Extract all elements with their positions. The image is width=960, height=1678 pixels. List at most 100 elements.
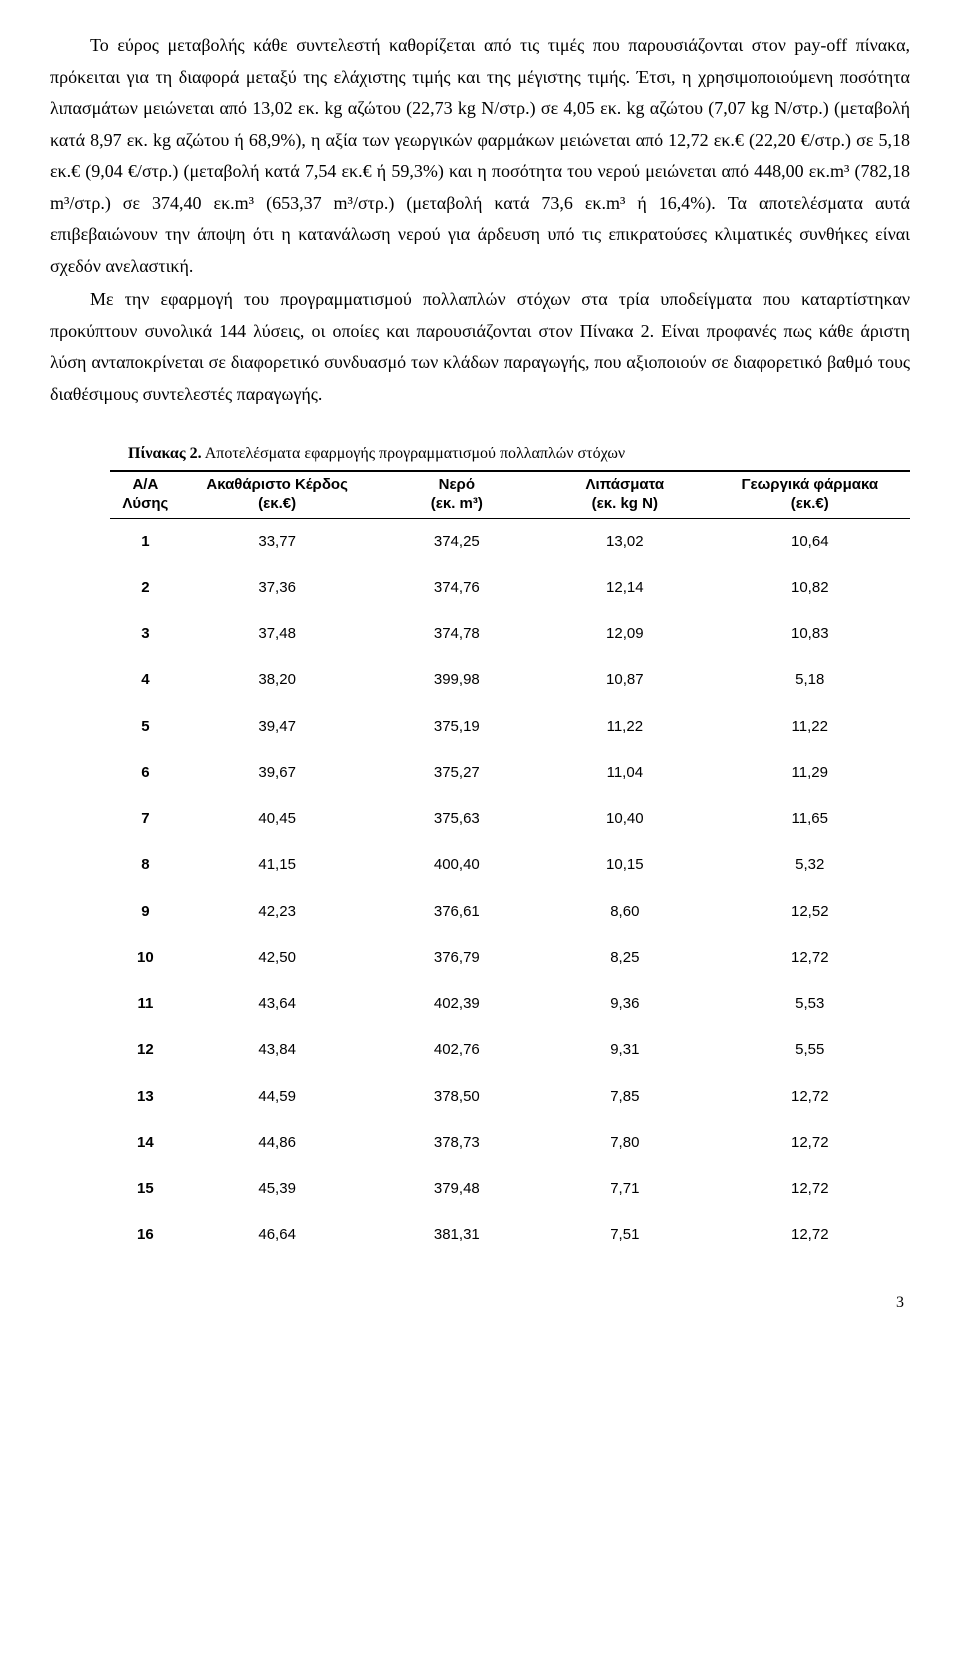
col-header-fertilizer: Λιπάσματα (εκ. kg N)	[540, 471, 709, 518]
data-cell: 44,86	[181, 1120, 374, 1166]
table-caption-rest: Αποτελέσματα εφαρμογής προγραμματισμού π…	[202, 445, 626, 462]
data-cell: 7,51	[540, 1212, 709, 1258]
table-row: 841,15400,4010,155,32	[110, 842, 910, 888]
row-id-cell: 9	[110, 889, 181, 935]
data-cell: 375,27	[374, 750, 541, 796]
data-cell: 10,87	[540, 657, 709, 703]
row-id-cell: 12	[110, 1027, 181, 1073]
data-cell: 38,20	[181, 657, 374, 703]
col-header-id-l1: Α/Α	[132, 476, 158, 493]
table-row: 337,48374,7812,0910,83	[110, 611, 910, 657]
data-cell: 40,45	[181, 796, 374, 842]
row-id-cell: 3	[110, 611, 181, 657]
row-id-cell: 4	[110, 657, 181, 703]
data-cell: 378,73	[374, 1120, 541, 1166]
row-id-cell: 6	[110, 750, 181, 796]
data-cell: 13,02	[540, 518, 709, 565]
data-cell: 43,84	[181, 1027, 374, 1073]
data-cell: 8,25	[540, 935, 709, 981]
data-cell: 44,59	[181, 1074, 374, 1120]
row-id-cell: 11	[110, 981, 181, 1027]
data-cell: 11,29	[710, 750, 910, 796]
data-cell: 379,48	[374, 1166, 541, 1212]
data-cell: 375,19	[374, 704, 541, 750]
col-header-water-l1: Νερό	[439, 476, 475, 493]
data-cell: 12,72	[710, 1120, 910, 1166]
data-cell: 8,60	[540, 889, 709, 935]
data-cell: 37,48	[181, 611, 374, 657]
col-header-pesticides-l1: Γεωργικά φάρμακα	[741, 476, 878, 493]
data-cell: 9,36	[540, 981, 709, 1027]
col-header-profit: Ακαθάριστο Κέρδος (εκ.€)	[181, 471, 374, 518]
row-id-cell: 14	[110, 1120, 181, 1166]
data-cell: 46,64	[181, 1212, 374, 1258]
data-cell: 10,40	[540, 796, 709, 842]
data-cell: 37,36	[181, 565, 374, 611]
col-header-pesticides-l2: (εκ.€)	[791, 495, 829, 512]
table-row: 539,47375,1911,2211,22	[110, 704, 910, 750]
table-row: 1444,86378,737,8012,72	[110, 1120, 910, 1166]
data-cell: 45,39	[181, 1166, 374, 1212]
data-cell: 375,63	[374, 796, 541, 842]
data-cell: 374,25	[374, 518, 541, 565]
data-cell: 5,53	[710, 981, 910, 1027]
row-id-cell: 2	[110, 565, 181, 611]
data-cell: 12,09	[540, 611, 709, 657]
data-cell: 12,14	[540, 565, 709, 611]
data-cell: 9,31	[540, 1027, 709, 1073]
data-cell: 10,15	[540, 842, 709, 888]
table-row: 438,20399,9810,875,18	[110, 657, 910, 703]
data-cell: 7,85	[540, 1074, 709, 1120]
data-cell: 5,32	[710, 842, 910, 888]
table-container: Πίνακας 2. Αποτελέσματα εφαρμογής προγρα…	[110, 440, 910, 1259]
row-id-cell: 13	[110, 1074, 181, 1120]
data-cell: 42,50	[181, 935, 374, 981]
data-cell: 11,22	[540, 704, 709, 750]
table-header-row: Α/Α Λύσης Ακαθάριστο Κέρδος (εκ.€) Νερό …	[110, 471, 910, 518]
col-header-profit-l1: Ακαθάριστο Κέρδος	[206, 476, 348, 493]
data-cell: 374,76	[374, 565, 541, 611]
data-cell: 10,83	[710, 611, 910, 657]
data-cell: 381,31	[374, 1212, 541, 1258]
data-cell: 7,71	[540, 1166, 709, 1212]
data-cell: 400,40	[374, 842, 541, 888]
data-cell: 12,72	[710, 935, 910, 981]
table-caption-bold: Πίνακας 2.	[128, 445, 202, 462]
col-header-water-l2: (εκ. m³)	[431, 495, 483, 512]
table-row: 1344,59378,507,8512,72	[110, 1074, 910, 1120]
table-row: 1243,84402,769,315,55	[110, 1027, 910, 1073]
col-header-id: Α/Α Λύσης	[110, 471, 181, 518]
col-header-id-l2: Λύσης	[122, 495, 168, 512]
data-cell: 402,39	[374, 981, 541, 1027]
row-id-cell: 16	[110, 1212, 181, 1258]
data-cell: 11,04	[540, 750, 709, 796]
table-row: 1143,64402,399,365,53	[110, 981, 910, 1027]
table-row: 1042,50376,798,2512,72	[110, 935, 910, 981]
data-cell: 10,64	[710, 518, 910, 565]
col-header-pesticides: Γεωργικά φάρμακα (εκ.€)	[710, 471, 910, 518]
table-row: 740,45375,6310,4011,65	[110, 796, 910, 842]
row-id-cell: 10	[110, 935, 181, 981]
row-id-cell: 15	[110, 1166, 181, 1212]
results-table: Α/Α Λύσης Ακαθάριστο Κέρδος (εκ.€) Νερό …	[110, 470, 910, 1259]
data-cell: 399,98	[374, 657, 541, 703]
table-row: 237,36374,7612,1410,82	[110, 565, 910, 611]
table-row: 942,23376,618,6012,52	[110, 889, 910, 935]
table-row: 639,67375,2711,0411,29	[110, 750, 910, 796]
data-cell: 402,76	[374, 1027, 541, 1073]
data-cell: 12,52	[710, 889, 910, 935]
data-cell: 7,80	[540, 1120, 709, 1166]
col-header-water: Νερό (εκ. m³)	[374, 471, 541, 518]
table-row: 1646,64381,317,5112,72	[110, 1212, 910, 1258]
row-id-cell: 7	[110, 796, 181, 842]
page-number: 3	[50, 1289, 910, 1317]
data-cell: 376,79	[374, 935, 541, 981]
table-row: 1545,39379,487,7112,72	[110, 1166, 910, 1212]
table-row: 133,77374,2513,0210,64	[110, 518, 910, 565]
data-cell: 33,77	[181, 518, 374, 565]
data-cell: 10,82	[710, 565, 910, 611]
paragraph-1: Το εύρος μεταβολής κάθε συντελεστή καθορ…	[50, 30, 910, 282]
data-cell: 42,23	[181, 889, 374, 935]
data-cell: 12,72	[710, 1212, 910, 1258]
col-header-profit-l2: (εκ.€)	[258, 495, 296, 512]
